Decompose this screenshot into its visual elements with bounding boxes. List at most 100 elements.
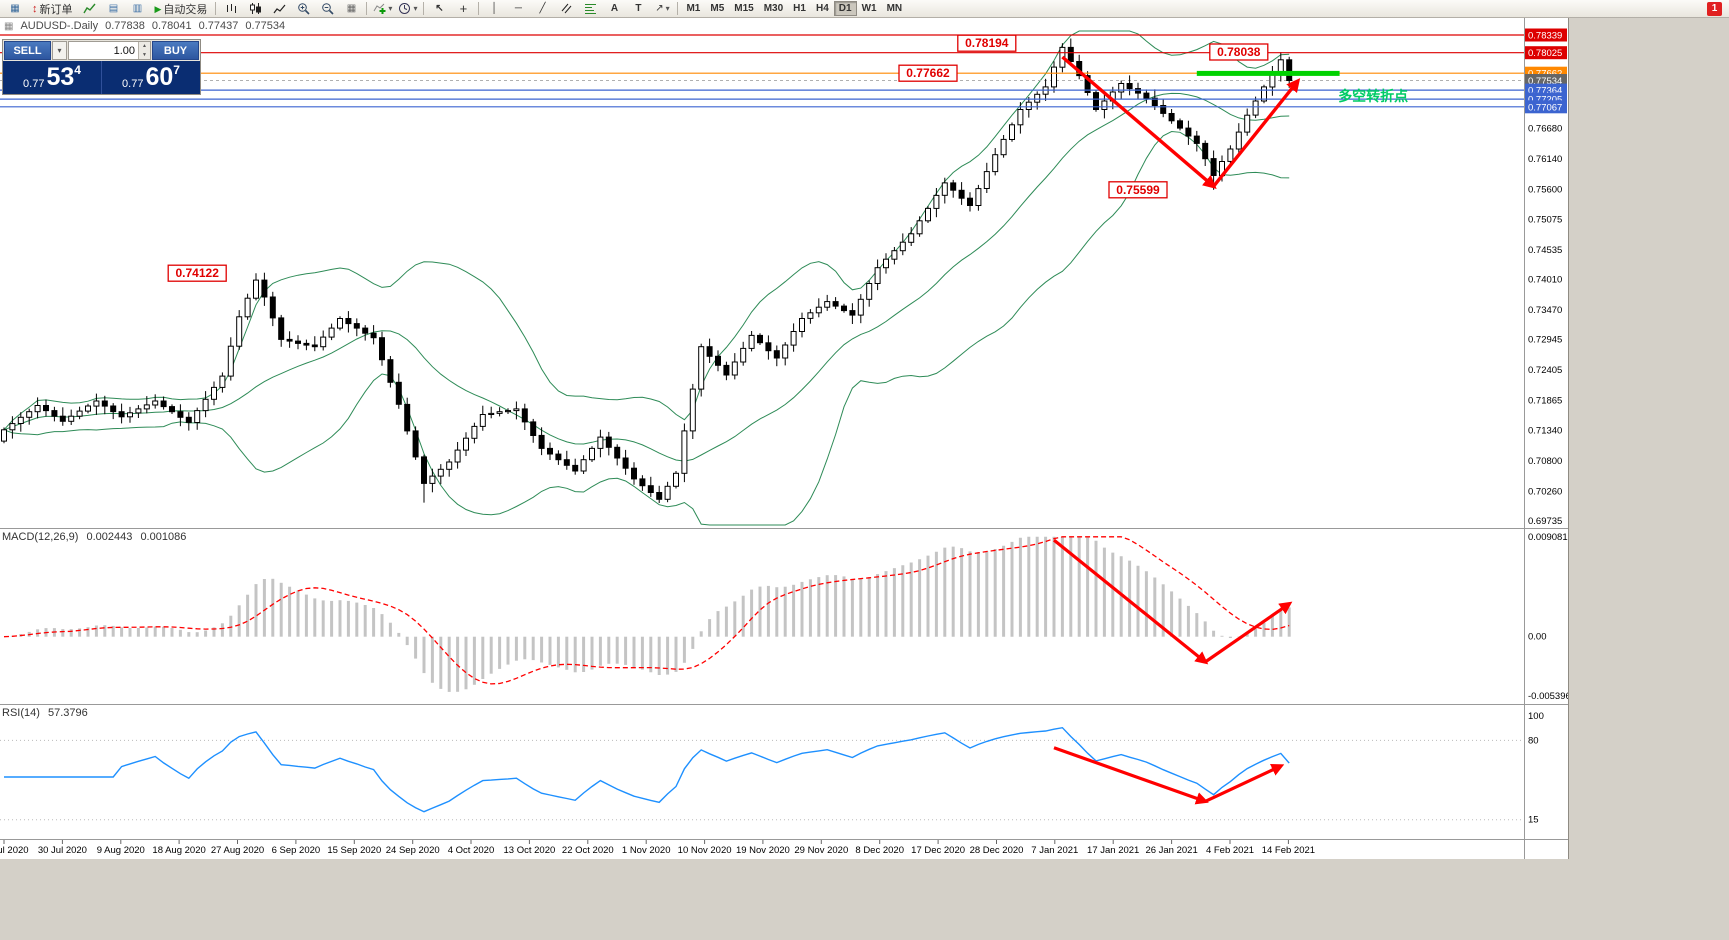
- crosshair-button[interactable]: +: [451, 0, 475, 18]
- timeframe-h1[interactable]: H1: [793, 3, 806, 14]
- zoom-out-button[interactable]: [315, 0, 339, 18]
- new-chart-button[interactable]: ▦: [3, 0, 27, 18]
- timeframe-m15[interactable]: M15: [734, 3, 754, 14]
- workspace-background: [0, 859, 1569, 940]
- chart-mini-icon: ▦: [4, 20, 14, 32]
- timeframe-w1[interactable]: W1: [861, 3, 877, 14]
- candlestick-chart-button[interactable]: [243, 0, 267, 18]
- svg-text:0.71340: 0.71340: [1528, 425, 1562, 436]
- svg-text:0.70800: 0.70800: [1528, 456, 1562, 467]
- price-axis[interactable]: 0.76680 0.76140 0.75600 0.75075 0.74535 0.740…: [1528, 124, 1562, 527]
- chart-area[interactable]: 0.78194 0.78038 0.77662 0.75599 0.74122 多空转折点…: [0, 18, 1569, 859]
- volume-up-icon[interactable]: ▲: [139, 42, 150, 51]
- timeframe-m5[interactable]: M5: [710, 3, 725, 14]
- toolbar-separator: [215, 2, 217, 15]
- bar-chart-button[interactable]: [219, 0, 243, 18]
- time-axis[interactable]: 21 Jul 2020 30 Jul 2020 9 Aug 2020 18 Aug 2…: [0, 840, 1315, 856]
- sell-price-big: 53: [46, 63, 75, 91]
- fibonacci-icon: [584, 4, 596, 14]
- svg-text:21 Jul 2020: 21 Jul 2020: [0, 845, 29, 856]
- buy-price-big: 60: [145, 63, 174, 91]
- timeframe-m1[interactable]: M1: [686, 3, 701, 14]
- symbol-period: AUDUSD-.Daily: [20, 20, 99, 32]
- mobile-terminal-button[interactable]: ▥: [126, 0, 150, 18]
- svg-text:0.77205: 0.77205: [1528, 95, 1562, 106]
- chart-canvas[interactable]: 0.78194 0.78038 0.77662 0.75599 0.74122 多空转折点…: [0, 18, 1568, 859]
- rsi-trend-arrows[interactable]: [1053, 746, 1285, 805]
- horizontal-lines[interactable]: [0, 34, 1524, 108]
- indicators-button[interactable]: ▾: [370, 0, 395, 18]
- volume-down-icon[interactable]: ▼: [139, 50, 150, 59]
- timeframe-h4[interactable]: H4: [815, 3, 829, 14]
- svg-text:24 Sep 2020: 24 Sep 2020: [386, 845, 440, 856]
- line-chart-button[interactable]: [267, 0, 291, 18]
- new-order-icon: ↕: [32, 2, 38, 15]
- buy-button[interactable]: BUY: [152, 41, 199, 60]
- svg-text:0.69735: 0.69735: [1528, 516, 1562, 527]
- svg-text:0.78025: 0.78025: [1528, 48, 1562, 59]
- trendline-button[interactable]: ╱: [530, 0, 554, 18]
- timeframe-mn[interactable]: MN: [886, 3, 903, 14]
- price-tag: 0.77067: [1525, 100, 1567, 114]
- dropdown-icon: ▾: [413, 3, 418, 13]
- timeframe-m30[interactable]: M30: [763, 3, 784, 14]
- macd-indicator-title: MACD(12,26,9) 0.002443 0.001086: [2, 531, 191, 543]
- label-tool-button[interactable]: T: [626, 0, 650, 18]
- chart-profile-button[interactable]: [78, 0, 102, 18]
- buy-price[interactable]: 0.77 60 7: [102, 61, 200, 94]
- dropdown-icon: ▾: [665, 3, 670, 13]
- order-type-dropdown[interactable]: ▾: [52, 41, 67, 60]
- zoom-in-button[interactable]: [291, 0, 315, 18]
- line-chart-icon: [273, 4, 286, 14]
- new-order-button[interactable]: ↕ 新订单: [27, 0, 78, 18]
- svg-text:19 Nov 2020: 19 Nov 2020: [736, 845, 790, 856]
- svg-text:0.009081: 0.009081: [1528, 532, 1568, 543]
- panel-separators[interactable]: [0, 18, 1568, 859]
- candlestick-chart-icon: [249, 3, 261, 14]
- turning-point-note[interactable]: 多空转折点: [1338, 88, 1408, 104]
- svg-text:4 Oct 2020: 4 Oct 2020: [448, 845, 494, 856]
- fibonacci-button[interactable]: [578, 0, 602, 18]
- svg-text:0.78339: 0.78339: [1528, 31, 1562, 42]
- sell-price[interactable]: 0.77 53 4: [3, 61, 102, 94]
- svg-text:17 Dec 2020: 17 Dec 2020: [911, 845, 965, 856]
- horizontal-line-button[interactable]: ─: [506, 0, 530, 18]
- svg-text:0.78194: 0.78194: [965, 36, 1009, 50]
- svg-text:17 Jan 2021: 17 Jan 2021: [1087, 845, 1139, 856]
- tile-windows-icon: ▦: [346, 2, 357, 14]
- clock-icon: [399, 3, 411, 14]
- cycles-button[interactable]: ▾: [395, 0, 420, 18]
- channel-button[interactable]: [554, 0, 578, 18]
- tile-windows-button[interactable]: ▦: [339, 0, 363, 18]
- price-callout: 0.74122: [167, 264, 227, 282]
- crosshair-icon: +: [459, 0, 468, 16]
- vertical-line-button[interactable]: │: [482, 0, 506, 18]
- arrows-tool-button[interactable]: ↗ ▾: [650, 0, 674, 18]
- svg-text:0.74010: 0.74010: [1528, 275, 1562, 286]
- macd-value-main: 0.002443: [86, 531, 133, 543]
- price-callouts[interactable]: 0.78194 0.78038 0.77662 0.75599 0.74122: [167, 34, 1269, 282]
- volume-input-wrap: 1.00 ▲ ▼: [68, 41, 151, 60]
- macd-axis: 0.009081 0.00 -0.005396: [1528, 532, 1568, 702]
- dropdown-icon: ▾: [388, 3, 393, 13]
- sell-button[interactable]: SELL: [4, 41, 51, 60]
- ohlc-open: 0.77838: [105, 20, 145, 32]
- support-zone[interactable]: [1196, 70, 1340, 76]
- notification-badge[interactable]: 1: [1707, 1, 1722, 16]
- terminal-icon: ▤: [108, 2, 119, 14]
- auto-trading-icon: ▶: [154, 3, 162, 14]
- svg-text:22 Oct 2020: 22 Oct 2020: [562, 845, 614, 856]
- macd-trend-arrows[interactable]: [1052, 538, 1293, 665]
- svg-text:26 Jan 2021: 26 Jan 2021: [1145, 845, 1197, 856]
- svg-text:6 Sep 2020: 6 Sep 2020: [272, 845, 321, 856]
- volume-input[interactable]: 1.00: [113, 44, 135, 57]
- rsi-axis: 100 80 15: [1528, 711, 1544, 826]
- trend-arrows[interactable]: [1061, 55, 1301, 189]
- text-tool-button[interactable]: A: [602, 0, 626, 18]
- timeframe-d1[interactable]: D1: [833, 1, 857, 16]
- cursor-button[interactable]: ↖: [427, 0, 451, 18]
- toolbar-separator: [423, 2, 425, 15]
- terminal-button[interactable]: ▤: [102, 0, 126, 18]
- auto-trading-button[interactable]: ▶ 自动交易: [150, 0, 213, 18]
- price-tag: 0.78339: [1525, 28, 1567, 42]
